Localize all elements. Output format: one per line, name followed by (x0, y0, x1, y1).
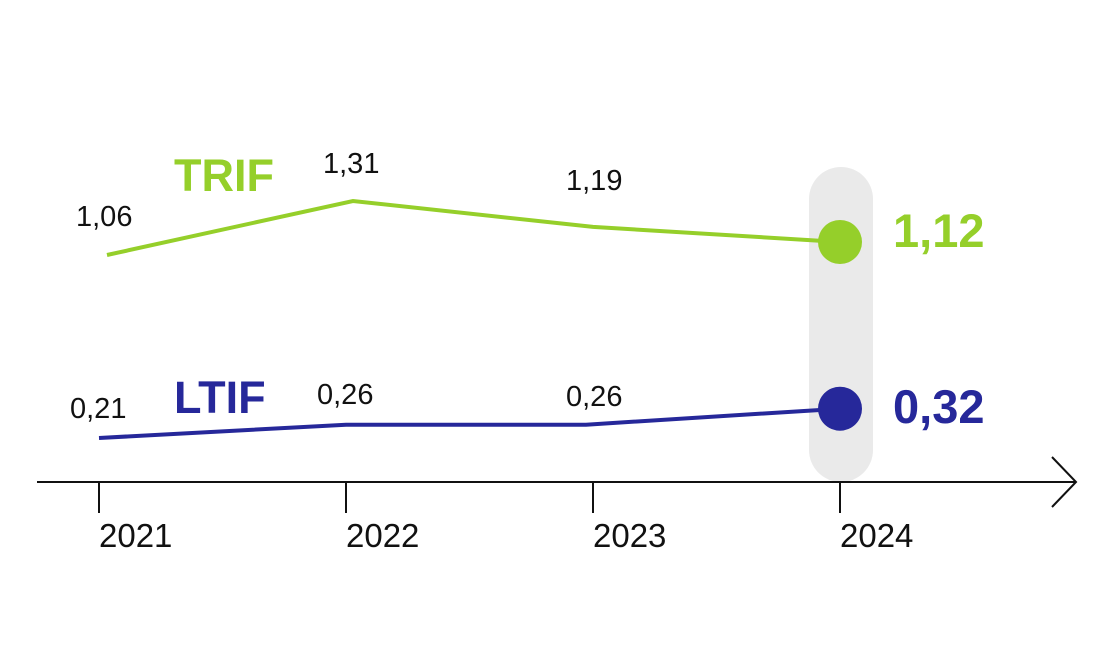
trif-value-2022: 1,31 (323, 148, 379, 180)
ltif-2024-value: 0,32 (893, 380, 984, 433)
trif-series-line (106, 198, 841, 257)
ltif-value-2023: 0,26 (566, 381, 622, 413)
x-tick-label-2022: 2022 (346, 517, 419, 554)
ltif-2024-marker (818, 386, 862, 431)
trif-value-2023: 1,19 (566, 165, 622, 197)
ltif-value-2022: 0,26 (317, 379, 373, 411)
x-tick-label-2021: 2021 (99, 517, 172, 554)
trif-2024-marker (818, 220, 862, 264)
ltif-value-2021: 0,21 (70, 393, 126, 425)
x-axis-ticks (98, 482, 841, 513)
trif-series-label: TRIF (174, 150, 274, 201)
x-tick-label-2023: 2023 (593, 517, 666, 554)
x-axis-arrow-icon (1051, 456, 1078, 508)
trif-2024-value: 1,12 (893, 204, 984, 257)
trif-value-2021: 1,06 (76, 201, 132, 233)
ltif-series-line (98, 406, 841, 440)
data-labels: 1,06 0,21 1,31 0,26 1,19 0,26 (70, 148, 622, 425)
x-axis-tick-labels: 2021 2022 2023 2024 (99, 517, 913, 554)
ltif-series-label: LTIF (174, 372, 266, 423)
highlight-band-2024 (809, 167, 873, 482)
x-tick-label-2024: 2024 (840, 517, 913, 554)
